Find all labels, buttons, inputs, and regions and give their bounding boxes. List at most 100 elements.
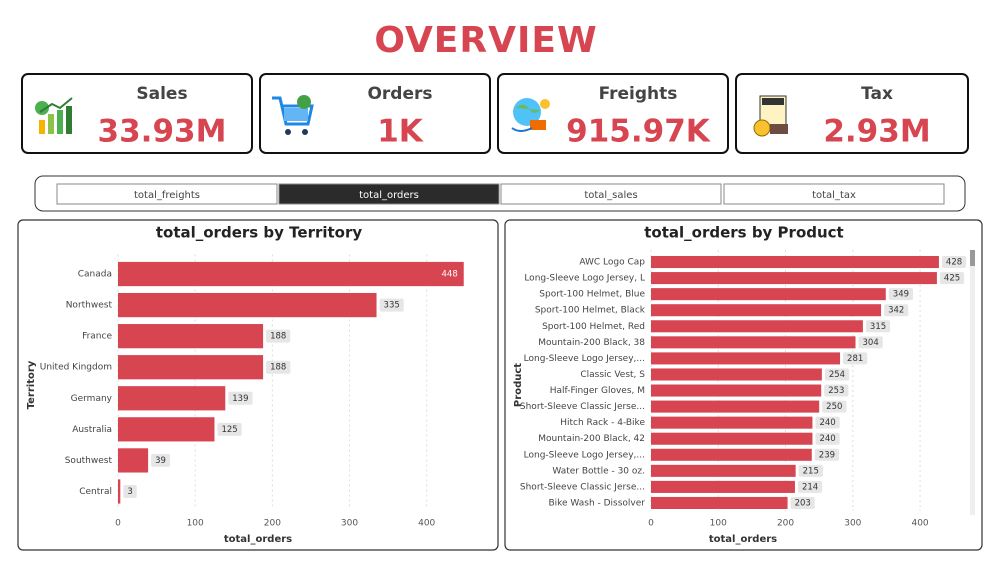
page-title: OVERVIEW [374, 20, 597, 61]
x-tick-label: 200 [264, 519, 281, 529]
category-label: Southwest [65, 456, 113, 466]
category-label: Central [79, 487, 112, 497]
tax-icon [753, 95, 788, 137]
value-label: 342 [888, 306, 904, 316]
value-label-bg [266, 329, 291, 343]
value-label: 253 [828, 386, 844, 396]
slicer-button[interactable] [500, 183, 722, 205]
bar [651, 416, 813, 429]
value-label-bg [824, 384, 849, 397]
bar [651, 368, 822, 381]
slicer-button[interactable] [278, 183, 500, 205]
value-label: 349 [893, 290, 909, 300]
card-value: 1K [377, 114, 424, 150]
value-label: 240 [819, 418, 835, 428]
value-label: 425 [944, 274, 960, 284]
category-label: AWC Logo Cap [579, 258, 645, 268]
card-label: Sales [136, 84, 187, 104]
kpi-card [735, 73, 969, 154]
bar [651, 400, 820, 413]
x-tick-label: 400 [418, 519, 435, 529]
bar [651, 384, 822, 397]
slicer-button[interactable] [723, 183, 945, 205]
bar [118, 479, 121, 504]
value-label-bg [941, 256, 967, 269]
category-label: Long-Sleeve Logo Jersey,... [524, 450, 645, 460]
x-tick-label: 300 [341, 519, 358, 529]
value-label-bg [814, 448, 840, 461]
x-tick-label: 100 [710, 519, 727, 529]
value-label-bg [228, 391, 253, 405]
card-value: 915.97K [566, 114, 711, 150]
x-tick-label: 0 [648, 519, 654, 529]
category-label: Mountain-200 Black, 42 [538, 434, 645, 444]
y-axis-title: Product [513, 363, 524, 407]
bar [118, 261, 464, 287]
bar [651, 352, 841, 365]
orders-icon [272, 95, 314, 135]
kpi-card [497, 73, 729, 154]
x-tick-label: 0 [115, 519, 121, 529]
bar [651, 304, 882, 317]
value-label: 239 [819, 450, 835, 460]
category-label: Hitch Rack - 4-Bike [560, 418, 645, 428]
value-label-bg [217, 422, 242, 436]
value-label: 281 [847, 354, 863, 364]
value-label-bg [815, 416, 840, 429]
slicer-button[interactable] [56, 183, 278, 205]
bar [651, 496, 788, 509]
value-label: 188 [270, 363, 286, 373]
sales-icon [35, 97, 73, 134]
slicer-button-label: total_freights [134, 190, 200, 201]
value-label: 215 [803, 466, 819, 476]
kpi-card [21, 73, 253, 154]
value-label-bg [824, 368, 850, 381]
category-label: Long-Sleeve Logo Jersey, L [524, 274, 645, 284]
bar [651, 480, 795, 493]
category-label: Bike Wash - Dissolver [548, 498, 645, 508]
scrollbar-thumb[interactable] [970, 250, 975, 266]
bar [118, 292, 377, 318]
card-label: Freights [599, 84, 678, 104]
value-label-bg [815, 432, 840, 445]
value-label-bg [797, 480, 823, 493]
value-label-bg [884, 304, 909, 317]
category-label: Canada [78, 270, 112, 280]
x-tick-label: 200 [777, 519, 794, 529]
value-label: 315 [870, 322, 886, 332]
x-axis-title: total_orders [224, 534, 292, 545]
value-label-bg [266, 360, 291, 374]
value-label: 203 [795, 498, 811, 508]
bar [118, 386, 226, 411]
card-label: Tax [861, 84, 893, 104]
x-tick-label: 300 [844, 519, 861, 529]
value-label-bg [865, 320, 891, 333]
value-label: 448 [442, 270, 458, 280]
category-label: Classic Vest, S [580, 370, 645, 380]
card-value: 33.93M [98, 114, 227, 150]
bar [651, 320, 863, 333]
value-label-bg [151, 453, 170, 467]
value-label: 304 [863, 338, 879, 348]
scrollbar-track [970, 250, 975, 515]
category-label: Long-Sleeve Logo Jersey,... [524, 354, 645, 364]
x-axis-title: total_orders [709, 534, 777, 545]
value-label: 254 [829, 370, 845, 380]
value-label: 250 [826, 402, 842, 412]
bar [651, 256, 939, 269]
category-label: Sport-100 Helmet, Blue [539, 290, 645, 300]
value-label-bg [379, 298, 404, 312]
card-value: 2.93M [823, 114, 930, 150]
category-label: Germany [71, 394, 113, 404]
category-label: Short-Sleeve Classic Jerse... [520, 402, 645, 412]
value-label-bg [798, 464, 823, 477]
slicer-buttons: total_freights total_orders total_sales tot… [56, 183, 945, 205]
value-label-bg [790, 496, 815, 509]
kpi-card [259, 73, 491, 154]
category-label: France [82, 332, 112, 342]
bar [118, 324, 264, 349]
category-label: Water Bottle - 30 oz. [552, 466, 645, 476]
slicer-button-label: total_orders [359, 190, 419, 201]
value-label: 428 [946, 258, 962, 268]
